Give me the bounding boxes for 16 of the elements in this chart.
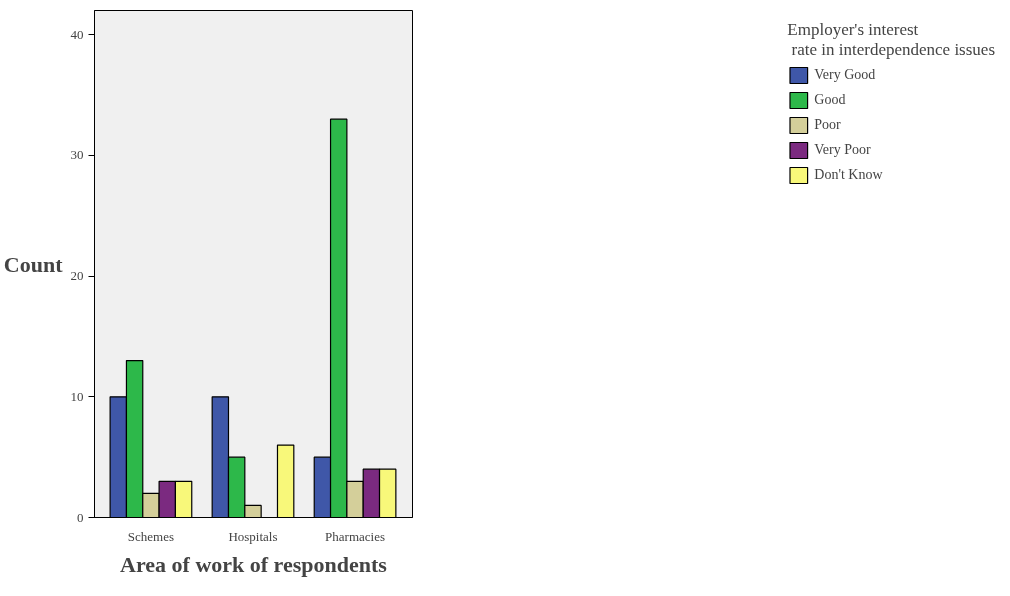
legend-label: Poor	[814, 116, 841, 134]
y-tick-label: 40	[70, 26, 84, 42]
y-tick-label: 0	[77, 509, 84, 525]
y-tick-label: 20	[70, 268, 84, 284]
y-tick-label: 10	[70, 388, 84, 404]
x-tick-label: Schemes	[127, 528, 175, 544]
legend-label: Good	[814, 91, 846, 109]
legend-label: Very Poor	[814, 141, 871, 159]
y-axis-title: Count	[3, 251, 64, 277]
x-axis-title: Area of work of respondents	[120, 551, 388, 577]
y-tick-label: 30	[70, 147, 84, 163]
legend-title: Employer's interest rate in interdependence issues	[787, 20, 995, 60]
legend-label: Don't Know	[814, 166, 883, 184]
x-tick-label: Pharmacies	[325, 528, 385, 544]
legend-label: Very Good	[814, 66, 876, 84]
x-tick-label: Hospitals	[228, 528, 278, 544]
